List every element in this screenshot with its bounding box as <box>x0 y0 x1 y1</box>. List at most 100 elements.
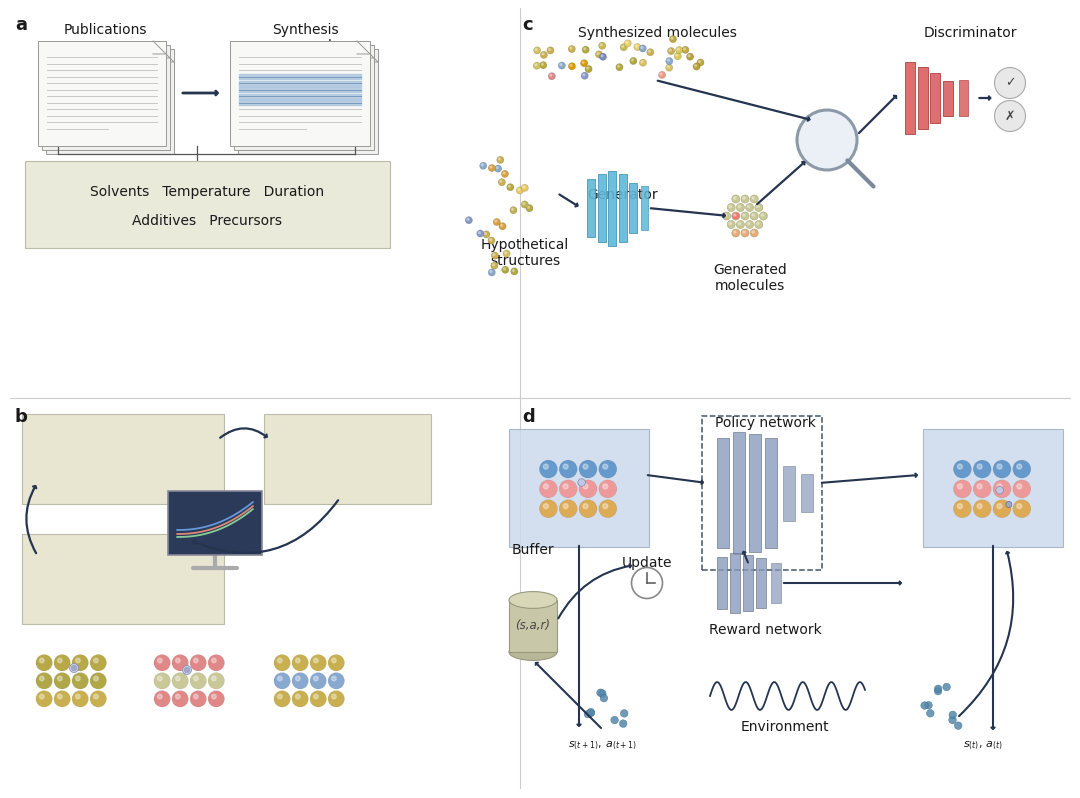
Circle shape <box>578 479 585 486</box>
Text: (s,a,r): (s,a,r) <box>515 619 551 633</box>
Circle shape <box>503 172 505 174</box>
Circle shape <box>172 654 188 671</box>
Circle shape <box>154 673 171 689</box>
Circle shape <box>745 220 754 228</box>
Circle shape <box>488 269 496 276</box>
Circle shape <box>579 480 597 498</box>
Circle shape <box>725 214 727 216</box>
Circle shape <box>476 230 484 237</box>
Circle shape <box>570 65 572 66</box>
Circle shape <box>751 195 758 203</box>
Circle shape <box>739 223 741 225</box>
Text: $s_{(t)},\,a_{(t)}$: $s_{(t)},\,a_{(t)}$ <box>963 740 1003 753</box>
Circle shape <box>599 53 607 61</box>
Circle shape <box>274 673 291 689</box>
Text: Additives   Precursors: Additives Precursors <box>133 215 283 228</box>
Text: Discriminator: Discriminator <box>923 26 1016 40</box>
Circle shape <box>492 254 495 255</box>
Text: Synthesized molecules: Synthesized molecules <box>578 26 737 40</box>
Circle shape <box>954 480 971 498</box>
Circle shape <box>948 717 957 724</box>
Circle shape <box>549 73 555 80</box>
FancyBboxPatch shape <box>765 438 777 548</box>
Circle shape <box>957 504 962 508</box>
Circle shape <box>274 654 291 671</box>
Circle shape <box>292 654 309 671</box>
Circle shape <box>568 63 576 70</box>
Circle shape <box>583 74 584 76</box>
Circle shape <box>737 203 744 211</box>
Circle shape <box>503 268 505 270</box>
Circle shape <box>90 673 107 689</box>
Circle shape <box>278 676 282 681</box>
Circle shape <box>510 207 517 214</box>
Circle shape <box>618 65 620 67</box>
Circle shape <box>684 48 686 50</box>
Circle shape <box>193 676 199 681</box>
Circle shape <box>955 722 962 729</box>
Circle shape <box>72 654 89 671</box>
Circle shape <box>665 57 673 65</box>
Circle shape <box>598 500 617 518</box>
Circle shape <box>752 214 755 216</box>
FancyBboxPatch shape <box>238 49 378 154</box>
Circle shape <box>934 687 942 695</box>
Circle shape <box>973 460 991 478</box>
Circle shape <box>559 64 562 65</box>
Circle shape <box>208 654 225 671</box>
Circle shape <box>752 231 755 233</box>
Circle shape <box>586 67 589 69</box>
Circle shape <box>546 47 554 54</box>
Circle shape <box>747 223 750 225</box>
Circle shape <box>559 480 577 498</box>
Circle shape <box>648 50 650 53</box>
FancyBboxPatch shape <box>717 438 729 548</box>
Circle shape <box>176 694 180 699</box>
Circle shape <box>94 658 98 663</box>
Circle shape <box>40 676 44 681</box>
Circle shape <box>581 72 589 79</box>
Circle shape <box>584 710 592 718</box>
Circle shape <box>539 460 557 478</box>
FancyBboxPatch shape <box>629 183 637 233</box>
Circle shape <box>737 220 744 228</box>
Circle shape <box>274 690 291 707</box>
Circle shape <box>541 63 543 65</box>
Circle shape <box>583 464 588 469</box>
Circle shape <box>158 694 162 699</box>
Circle shape <box>752 197 755 200</box>
Circle shape <box>757 223 759 225</box>
Circle shape <box>310 673 326 689</box>
FancyBboxPatch shape <box>588 179 595 237</box>
Circle shape <box>733 197 735 200</box>
Circle shape <box>483 231 490 238</box>
Circle shape <box>491 252 499 259</box>
Circle shape <box>296 694 300 699</box>
Circle shape <box>586 709 595 716</box>
Circle shape <box>640 46 643 49</box>
Text: Buffer: Buffer <box>512 543 554 557</box>
Circle shape <box>499 223 507 230</box>
Circle shape <box>332 694 336 699</box>
Circle shape <box>957 484 962 489</box>
Circle shape <box>563 484 568 489</box>
Circle shape <box>190 690 206 707</box>
Circle shape <box>954 460 971 478</box>
Circle shape <box>495 165 502 172</box>
Circle shape <box>523 203 525 204</box>
Circle shape <box>328 654 345 671</box>
Circle shape <box>693 63 700 70</box>
FancyBboxPatch shape <box>771 563 781 603</box>
Circle shape <box>54 673 70 689</box>
Circle shape <box>154 690 171 707</box>
FancyBboxPatch shape <box>717 557 727 609</box>
Circle shape <box>465 216 472 223</box>
Circle shape <box>611 717 619 724</box>
Circle shape <box>467 219 469 220</box>
Circle shape <box>313 676 319 681</box>
Circle shape <box>723 212 730 220</box>
Circle shape <box>973 480 991 498</box>
Text: ✓: ✓ <box>1004 77 1015 89</box>
Circle shape <box>667 59 670 61</box>
FancyBboxPatch shape <box>168 491 262 555</box>
